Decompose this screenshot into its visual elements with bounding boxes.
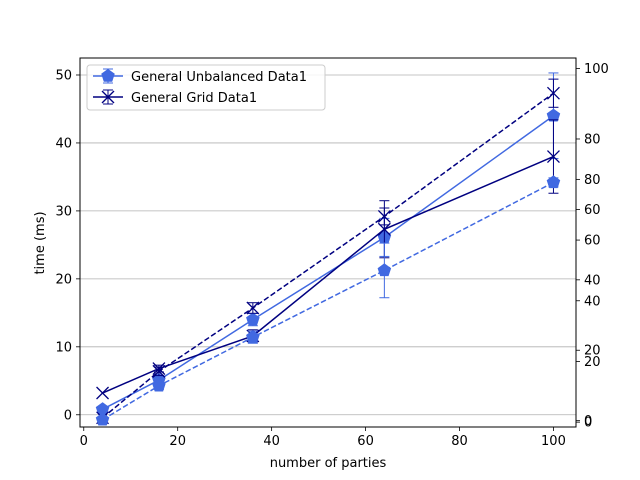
y-tick-label-1: 10 bbox=[55, 340, 72, 355]
series-1-point-4 bbox=[546, 150, 560, 163]
series-0-point-4 bbox=[546, 108, 561, 122]
series-2-point-4-b bbox=[546, 86, 560, 100]
twin0-tick-label-2: 40 bbox=[584, 273, 601, 288]
x-tick-label-0: 0 bbox=[80, 434, 88, 449]
twin1-tick-label-3: 60 bbox=[584, 234, 601, 249]
legend-label-1: General Grid Data1 bbox=[131, 91, 257, 106]
y-axis-label: time (ms) bbox=[33, 211, 48, 274]
twin0-tick-label-1: 20 bbox=[584, 344, 601, 359]
series-3-point-2 bbox=[246, 330, 260, 343]
series-1-point-0-b bbox=[96, 386, 110, 400]
series-3-point-1 bbox=[152, 378, 166, 392]
series-2 bbox=[96, 78, 560, 425]
twin0-tick-label-0: 0 bbox=[584, 414, 592, 429]
series-2-line bbox=[102, 92, 554, 419]
series-0-point-2 bbox=[246, 312, 260, 326]
x-tick-label-4: 80 bbox=[451, 434, 468, 449]
series-2-point-2-b bbox=[246, 301, 260, 315]
twin0-tick-label-3: 60 bbox=[584, 203, 601, 218]
x-tick-label-3: 60 bbox=[357, 434, 374, 449]
legend-swatch-1-marker bbox=[101, 90, 115, 104]
series-0 bbox=[95, 72, 561, 416]
legend-box bbox=[86, 64, 326, 111]
legend-swatch-1-marker-b bbox=[101, 90, 115, 104]
twin1-tick-label-1: 20 bbox=[584, 355, 601, 370]
y-tick-label-2: 20 bbox=[55, 272, 72, 287]
legend-label-0: General Unbalanced Data1 bbox=[131, 70, 307, 85]
x-axis-label: number of parties bbox=[270, 456, 387, 471]
twin0-tick-label-5: 100 bbox=[584, 62, 609, 77]
series-layer bbox=[95, 72, 561, 426]
twin1-tick-label-0: 0 bbox=[584, 416, 592, 431]
y-tick-label-5: 50 bbox=[55, 68, 72, 83]
x-tick-label-2: 40 bbox=[263, 434, 280, 449]
series-2-point-2 bbox=[246, 301, 260, 315]
series-1-line bbox=[102, 155, 554, 394]
series-3 bbox=[95, 175, 561, 426]
plot-frame bbox=[79, 57, 577, 428]
y-tick-label-3: 30 bbox=[55, 204, 72, 219]
y-tick-label-0: 0 bbox=[64, 408, 72, 423]
y-tick-label-4: 40 bbox=[55, 136, 72, 151]
series-2-point-3-b bbox=[377, 209, 391, 223]
legend-swatch-0-marker bbox=[101, 68, 115, 82]
series-1-point-4-b bbox=[546, 150, 560, 163]
series-3-line bbox=[102, 181, 554, 421]
series-3-point-3 bbox=[377, 263, 392, 277]
series-3-point-0 bbox=[95, 412, 110, 426]
twin1-tick-label-2: 40 bbox=[584, 294, 601, 309]
legend-swatch-0 bbox=[93, 68, 123, 84]
series-2-point-1-b bbox=[152, 364, 166, 378]
legend: General Unbalanced Data1 General Grid Da… bbox=[86, 64, 326, 111]
series-2-point-3 bbox=[377, 209, 391, 223]
x-tick-label-1: 20 bbox=[169, 434, 186, 449]
series-2-point-1 bbox=[152, 364, 166, 378]
legend-swatch-1 bbox=[93, 89, 123, 105]
x-tick-label-5: 100 bbox=[541, 434, 566, 449]
series-3-point-4 bbox=[546, 175, 561, 189]
series-1-point-0 bbox=[96, 386, 110, 400]
twin1-tick-label-4: 80 bbox=[584, 173, 601, 188]
twin0-tick-label-4: 80 bbox=[584, 132, 601, 147]
series-2-point-4 bbox=[546, 86, 560, 100]
